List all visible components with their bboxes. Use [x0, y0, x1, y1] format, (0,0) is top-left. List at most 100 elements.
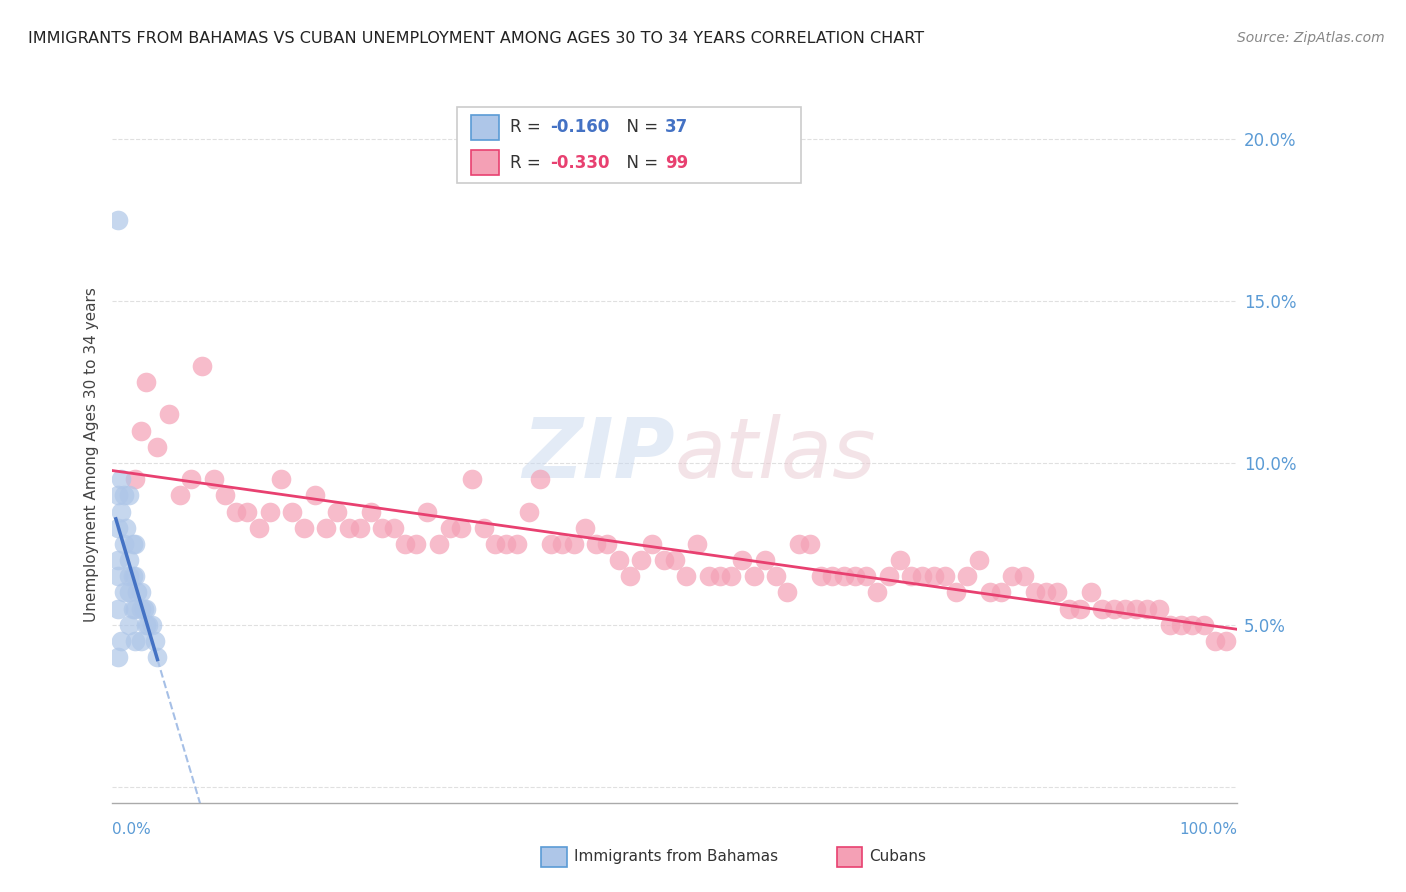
- Point: [619, 569, 641, 583]
- Point: [742, 569, 765, 583]
- Point: [911, 569, 934, 583]
- Point: [540, 537, 562, 551]
- Point: [135, 617, 157, 632]
- Point: [107, 488, 129, 502]
- Point: [349, 521, 371, 535]
- Point: [292, 521, 315, 535]
- Point: [866, 585, 889, 599]
- Point: [877, 569, 900, 583]
- Point: [146, 440, 169, 454]
- Point: [180, 472, 202, 486]
- Point: [630, 553, 652, 567]
- Point: [118, 617, 141, 632]
- Point: [112, 585, 135, 599]
- Point: [121, 569, 143, 583]
- Point: [506, 537, 529, 551]
- Point: [529, 472, 551, 486]
- Point: [157, 408, 180, 422]
- Point: [135, 375, 157, 389]
- Point: [472, 521, 495, 535]
- Point: [731, 553, 754, 567]
- Point: [517, 504, 540, 518]
- Text: 0.0%: 0.0%: [112, 822, 152, 837]
- Point: [810, 569, 832, 583]
- Point: [675, 569, 697, 583]
- Point: [132, 601, 155, 615]
- Text: Cubans: Cubans: [869, 849, 927, 863]
- Point: [821, 569, 844, 583]
- Point: [214, 488, 236, 502]
- Point: [107, 601, 129, 615]
- Point: [124, 569, 146, 583]
- Text: -0.330: -0.330: [550, 153, 609, 172]
- Text: atlas: atlas: [675, 415, 876, 495]
- Point: [900, 569, 922, 583]
- Point: [304, 488, 326, 502]
- Point: [945, 585, 967, 599]
- Point: [967, 553, 990, 567]
- Point: [107, 553, 129, 567]
- Point: [121, 537, 143, 551]
- Point: [169, 488, 191, 502]
- Point: [1057, 601, 1080, 615]
- Point: [118, 585, 141, 599]
- Point: [124, 601, 146, 615]
- Point: [596, 537, 619, 551]
- Point: [112, 488, 135, 502]
- Point: [405, 537, 427, 551]
- Point: [360, 504, 382, 518]
- Point: [1035, 585, 1057, 599]
- Point: [1125, 601, 1147, 615]
- Point: [990, 585, 1012, 599]
- Point: [956, 569, 979, 583]
- Point: [135, 601, 157, 615]
- Point: [124, 634, 146, 648]
- Point: [118, 569, 141, 583]
- Point: [129, 585, 152, 599]
- Y-axis label: Unemployment Among Ages 30 to 34 years: Unemployment Among Ages 30 to 34 years: [83, 287, 98, 623]
- Point: [110, 504, 132, 518]
- Point: [107, 213, 129, 227]
- Point: [889, 553, 911, 567]
- Point: [551, 537, 574, 551]
- Point: [115, 521, 138, 535]
- Text: ZIP: ZIP: [522, 415, 675, 495]
- Point: [124, 472, 146, 486]
- Point: [855, 569, 877, 583]
- Point: [1204, 634, 1226, 648]
- Point: [259, 504, 281, 518]
- Point: [138, 617, 160, 632]
- Text: -0.160: -0.160: [550, 118, 609, 136]
- Point: [1159, 617, 1181, 632]
- Point: [202, 472, 225, 486]
- Point: [1080, 585, 1102, 599]
- Point: [461, 472, 484, 486]
- Point: [439, 521, 461, 535]
- Point: [652, 553, 675, 567]
- Point: [686, 537, 709, 551]
- Point: [118, 488, 141, 502]
- Point: [484, 537, 506, 551]
- Point: [1046, 585, 1069, 599]
- Text: 99: 99: [665, 153, 689, 172]
- Point: [315, 521, 337, 535]
- Point: [191, 359, 214, 373]
- Point: [371, 521, 394, 535]
- Point: [1024, 585, 1046, 599]
- Point: [107, 650, 129, 665]
- Point: [585, 537, 607, 551]
- Point: [495, 537, 517, 551]
- Point: [416, 504, 439, 518]
- Point: [146, 650, 169, 665]
- Point: [382, 521, 405, 535]
- Point: [1215, 634, 1237, 648]
- Point: [129, 601, 152, 615]
- Point: [121, 601, 143, 615]
- Point: [110, 634, 132, 648]
- Point: [394, 537, 416, 551]
- Point: [143, 634, 166, 648]
- Point: [1147, 601, 1170, 615]
- Point: [709, 569, 731, 583]
- Point: [1012, 569, 1035, 583]
- Point: [1136, 601, 1159, 615]
